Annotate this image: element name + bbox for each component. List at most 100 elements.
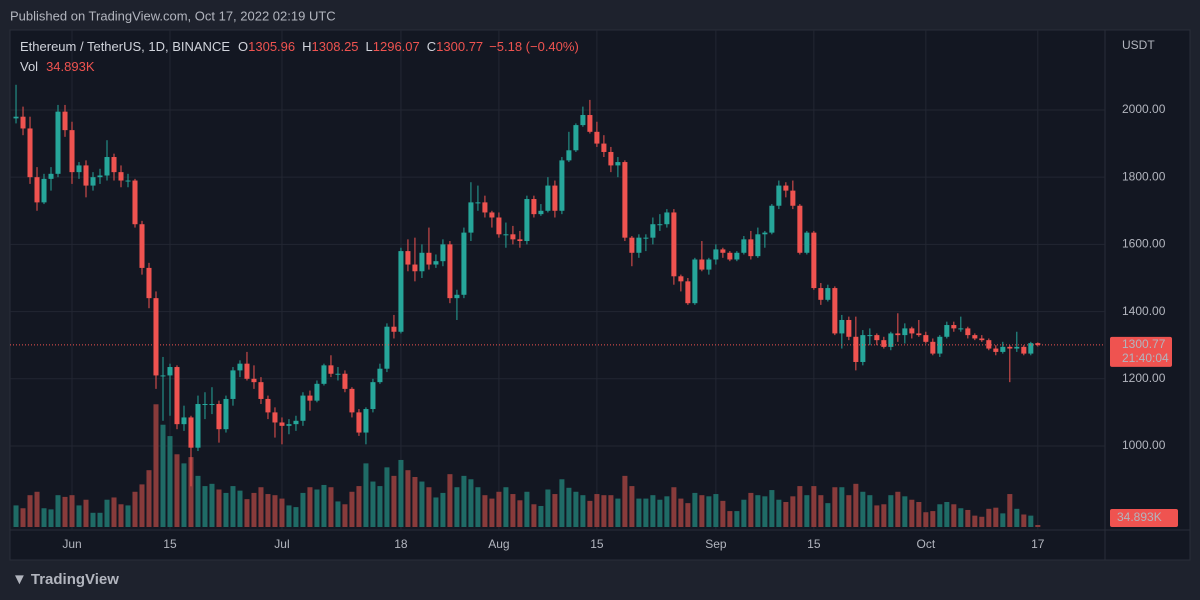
volume-bar xyxy=(328,487,334,527)
candle-body xyxy=(958,328,964,330)
volume-bar xyxy=(286,505,292,527)
candle-body xyxy=(706,259,712,270)
ohlc-value: 1296.07 xyxy=(373,39,420,54)
volume-bar xyxy=(433,497,439,527)
last-price-tag xyxy=(1110,336,1172,367)
candle-body xyxy=(552,185,558,211)
x-tick-label: 17 xyxy=(1031,537,1045,551)
candle-body xyxy=(790,190,796,206)
candle-body xyxy=(811,232,817,289)
candle-body xyxy=(510,234,516,240)
volume-bar xyxy=(34,491,40,527)
candle-body xyxy=(923,335,929,342)
candle-body xyxy=(335,373,341,375)
volume-bar xyxy=(832,487,838,527)
candle-body xyxy=(622,162,628,238)
published-note: Published on TradingView.com, Oct 17, 20… xyxy=(10,8,336,23)
candle-body xyxy=(104,157,110,176)
volume-bar xyxy=(923,512,929,527)
candle-body xyxy=(832,288,838,334)
candle-body xyxy=(209,403,215,405)
volume-bar xyxy=(468,479,474,527)
volume-bar xyxy=(706,496,712,527)
volume-bar xyxy=(160,424,166,527)
volume-bar xyxy=(552,494,558,527)
volume-bar xyxy=(104,499,110,527)
candle-body xyxy=(314,383,320,401)
volume-bar xyxy=(1028,515,1034,527)
volume-bar xyxy=(27,495,33,527)
volume-bar xyxy=(993,507,999,527)
candle-body xyxy=(846,319,852,337)
x-tick-label: Jul xyxy=(274,537,289,551)
candle-body xyxy=(727,252,733,260)
candle-body xyxy=(342,373,348,389)
volume-header: Vol 34.893K xyxy=(20,59,95,74)
volume-bar xyxy=(76,505,82,527)
volume-bar xyxy=(559,479,565,527)
volume-bar xyxy=(888,495,894,527)
candle-body xyxy=(524,199,530,242)
x-tick-label: Sep xyxy=(705,537,727,551)
volume-bar xyxy=(125,505,131,527)
candle-body xyxy=(545,185,551,211)
brand-logo: ▼ TradingView xyxy=(12,571,119,588)
candle-body xyxy=(643,237,649,239)
volume-bar xyxy=(979,516,985,527)
candle-body xyxy=(951,325,957,329)
candle-body xyxy=(244,363,250,379)
volume-bar xyxy=(797,486,803,527)
volume-bar xyxy=(587,500,593,527)
volume-bar xyxy=(608,495,614,527)
candle-body xyxy=(769,205,775,233)
candle-body xyxy=(202,403,208,405)
volume-bar xyxy=(258,487,264,527)
candle-body xyxy=(398,251,404,332)
candle-body xyxy=(384,326,390,369)
candle-body xyxy=(195,403,201,448)
brand-name: TradingView xyxy=(31,571,119,588)
volume-bar xyxy=(139,484,145,527)
candle-body xyxy=(76,165,82,173)
candle-body xyxy=(566,150,572,161)
volume-bar xyxy=(972,515,978,527)
ohlc-value: 1308.25 xyxy=(312,39,359,54)
volume-bar xyxy=(874,505,880,527)
volume-bar xyxy=(727,511,733,527)
brand-mark: ▼ xyxy=(12,571,27,588)
candle-body xyxy=(762,232,768,235)
ohlc-key: L xyxy=(366,39,373,54)
candles xyxy=(13,84,1041,487)
volume-bar xyxy=(825,503,831,527)
volume-bar xyxy=(762,496,768,527)
volume-bar xyxy=(755,495,761,527)
volume-bar xyxy=(279,498,285,527)
volume-bar xyxy=(601,495,607,527)
candle-body xyxy=(48,173,54,179)
candle-body xyxy=(650,224,656,238)
volume-bar xyxy=(741,499,747,527)
volume-bar xyxy=(937,504,943,527)
candle-body xyxy=(1000,346,1006,352)
volume-bar xyxy=(573,491,579,527)
ohlc-key: H xyxy=(302,39,311,54)
candle-body xyxy=(237,363,243,371)
volume-bar xyxy=(678,498,684,527)
legend-header: Ethereum / TetherUS, 1D, BINANCE O1305.96… xyxy=(20,39,579,54)
candle-body xyxy=(972,335,978,339)
volume-tag xyxy=(1110,509,1178,527)
candle-body xyxy=(685,281,691,304)
candle-body xyxy=(615,162,621,166)
candle-body xyxy=(426,252,432,265)
candle-body xyxy=(496,217,502,235)
y-tick-label: 2000.00 xyxy=(1122,102,1166,116)
volume-bar xyxy=(167,436,173,527)
volume-bar xyxy=(489,498,495,527)
volume-bar xyxy=(909,499,915,527)
candle-body xyxy=(559,160,565,211)
candle-body xyxy=(265,398,271,413)
candle-body xyxy=(573,125,579,151)
volume-bar xyxy=(566,487,572,527)
candle-body xyxy=(160,375,166,377)
